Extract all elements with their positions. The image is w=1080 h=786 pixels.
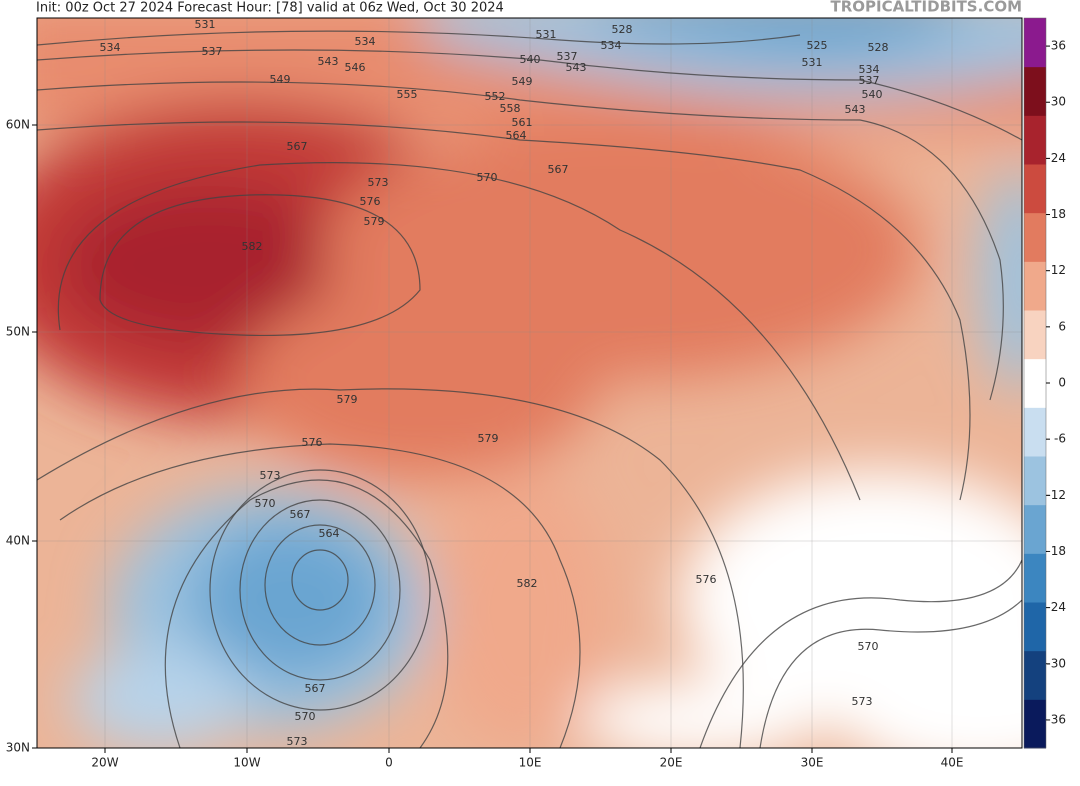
contour-label: 537 <box>859 74 880 87</box>
colorbar-band <box>1024 358 1046 408</box>
colorbar-band <box>1024 407 1046 457</box>
contour-label: 576 <box>696 573 717 586</box>
colorbar-tick-label: -6 <box>1054 432 1066 446</box>
contour-label: 558 <box>500 102 521 115</box>
contour-label: 570 <box>295 710 316 723</box>
contour-label: 561 <box>512 116 533 129</box>
contour-label: 582 <box>517 577 538 590</box>
colorbar-tick-label: 30 <box>1051 95 1066 109</box>
contour-label: 567 <box>287 140 308 153</box>
lon-label: 20E <box>660 756 683 770</box>
contour-label: 537 <box>557 50 578 63</box>
contour-label: 573 <box>368 176 389 189</box>
lat-label: 40N <box>6 534 30 548</box>
colorbar-band <box>1024 650 1046 700</box>
contour-label: 579 <box>478 432 499 445</box>
colorbar-band <box>1024 456 1046 506</box>
contour-label: 573 <box>287 735 308 748</box>
colorbar-band <box>1024 553 1046 603</box>
contour-label: 567 <box>290 508 311 521</box>
contour-label: 543 <box>845 103 866 116</box>
colorbar-band <box>1024 261 1046 311</box>
contour-label: 576 <box>302 436 323 449</box>
contour-label: 531 <box>195 18 216 31</box>
contour-label: 534 <box>859 63 880 76</box>
lat-label: 60N <box>6 118 30 132</box>
contour-label: 573 <box>260 469 281 482</box>
colorbar-tick-label: 36 <box>1051 39 1066 53</box>
colorbar-band <box>1024 164 1046 214</box>
contour-label: 546 <box>345 61 366 74</box>
contour-label: 567 <box>548 163 569 176</box>
contour-label: 552 <box>485 90 506 103</box>
lon-label: 10W <box>233 756 260 770</box>
lon-label: 20W <box>91 756 118 770</box>
map-axes: 20W 10W 0 10E 20E 30E 40E 60N 50N 40N 30N <box>6 118 964 770</box>
colorbar-tick-label: -12 <box>1046 488 1066 502</box>
contour-label: 528 <box>612 23 633 36</box>
contour-label: 528 <box>868 41 889 54</box>
colorbar-band <box>1024 699 1046 749</box>
contour-label: 573 <box>852 695 873 708</box>
colorbar-band <box>1024 212 1046 262</box>
contour-label: 525 <box>807 39 828 52</box>
contours <box>37 30 1022 748</box>
colorbar-tick-label: 12 <box>1051 263 1066 277</box>
colorbar-tick-label: -18 <box>1046 544 1066 558</box>
contour-label: 564 <box>506 129 527 142</box>
colorbar-tick-label: 0 <box>1058 376 1066 390</box>
lat-label: 30N <box>6 741 30 755</box>
colorbar-band <box>1024 602 1046 652</box>
contour-label: 570 <box>858 640 879 653</box>
colorbar-tick-label: -36 <box>1046 712 1066 726</box>
colorbar-tick-label: 24 <box>1051 151 1066 165</box>
contour-label: 576 <box>360 195 381 208</box>
contour-label: 570 <box>255 497 276 510</box>
contour-label: 537 <box>202 45 223 58</box>
contour-label: 543 <box>566 61 587 74</box>
colorbar: 36 30 24 18 12 6 0 -6 -12 -18 -24 -30 -36 <box>1023 17 1066 749</box>
contour-label: 534 <box>100 41 121 54</box>
contour-label: 579 <box>364 215 385 228</box>
contour-label: 549 <box>270 73 291 86</box>
lon-label: 0 <box>385 756 393 770</box>
contour-label: 540 <box>862 88 883 101</box>
contour-label: 531 <box>802 56 823 69</box>
colorbar-band <box>1024 18 1046 68</box>
colorbar-band <box>1024 310 1046 360</box>
lon-label: 30E <box>801 756 824 770</box>
colorbar-band <box>1024 504 1046 554</box>
colorbar-band <box>1024 66 1046 116</box>
contour-label: 531 <box>536 28 557 41</box>
contour-label: 534 <box>601 39 622 52</box>
header-info: Init: 00z Oct 27 2024 Forecast Hour: [78… <box>36 1 504 16</box>
colorbar-tick-label: -30 <box>1046 656 1066 670</box>
contour-label: 564 <box>319 527 340 540</box>
contour-label: 567 <box>305 682 326 695</box>
colorbar-tick-label: 6 <box>1058 319 1066 333</box>
contour-label: 579 <box>337 393 358 406</box>
lon-label: 40E <box>941 756 964 770</box>
contour-label: 534 <box>355 35 376 48</box>
colorbar-band <box>1024 115 1046 165</box>
contour-label: 543 <box>318 55 339 68</box>
colorbar-tick-label: 18 <box>1051 207 1066 221</box>
colorbar-tick-label: -24 <box>1046 600 1066 614</box>
contour-label: 549 <box>512 75 533 88</box>
watermark: TROPICALTIDBITS.COM <box>831 0 1023 16</box>
contour-label: 555 <box>397 88 418 101</box>
contour-label: 540 <box>520 53 541 66</box>
contour-label: 582 <box>242 240 263 253</box>
contour-label: 570 <box>477 171 498 184</box>
lon-label: 10E <box>519 756 542 770</box>
lat-label: 50N <box>6 325 30 339</box>
